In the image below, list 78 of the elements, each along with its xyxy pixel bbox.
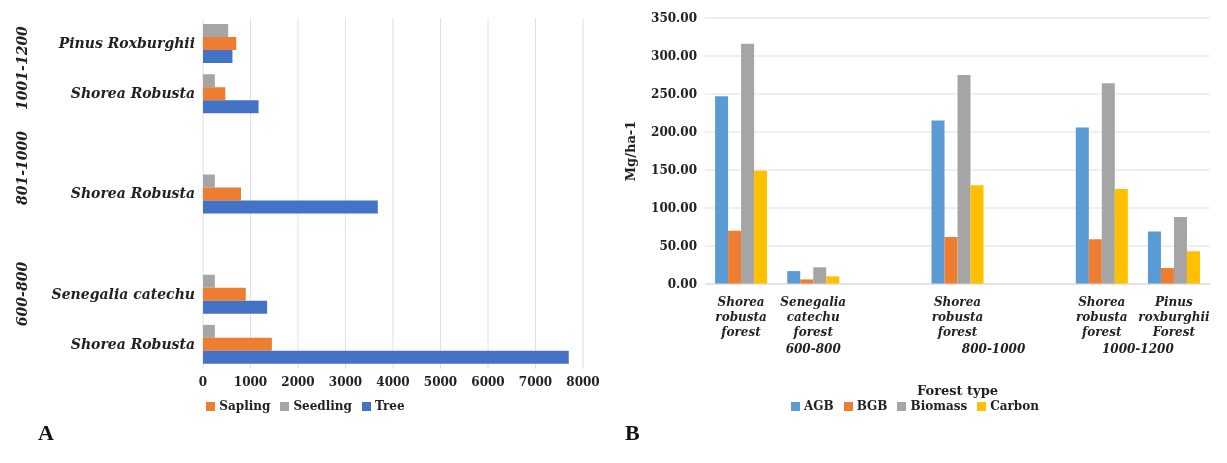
x-tick-label: 5000	[423, 374, 458, 389]
bar	[203, 200, 378, 214]
x-tick-label: Shorea robusta forest	[1076, 295, 1128, 339]
bar	[957, 75, 971, 284]
x-tick-label: 2000	[281, 374, 315, 389]
legend-label: Sapling	[219, 399, 271, 413]
bar	[970, 185, 984, 284]
x-tick-label: 0	[198, 374, 208, 389]
bar	[203, 300, 268, 314]
bar	[203, 337, 272, 351]
bar	[203, 37, 237, 51]
text: B	[625, 420, 640, 446]
bar	[826, 276, 840, 284]
text: 801-1000	[14, 131, 30, 206]
x-tick-label: Senegalia catechu forest	[780, 295, 847, 339]
y-tick-label: Shorea Robusta	[70, 185, 195, 202]
bar	[203, 174, 215, 188]
bar	[203, 287, 246, 301]
y-tick-label: Senegalia catechu	[51, 285, 195, 302]
bar	[203, 100, 259, 114]
legend-label: Biomass	[910, 399, 968, 413]
legend-label: Tree	[374, 399, 405, 413]
y-axis-title: Mg/ha-1	[622, 120, 638, 182]
bar	[1160, 268, 1174, 284]
x-tick-label: 1000	[233, 374, 268, 389]
y-tick-label: 150.00	[651, 163, 697, 178]
bar	[203, 187, 241, 201]
y-tick-label: 350.00	[651, 11, 697, 26]
text: 1000-1200	[1101, 342, 1174, 356]
bar	[203, 50, 233, 64]
y-tick-label: 50.00	[659, 239, 697, 254]
text: A	[38, 420, 54, 446]
x-tick-label: 4000	[376, 374, 410, 389]
text: 600-800	[14, 261, 30, 326]
y-tick-label: 300.00	[651, 49, 697, 64]
text: 1001-1200	[14, 26, 30, 111]
y-tick-label: 100.00	[651, 201, 697, 216]
legend-label: Carbon	[990, 399, 1039, 413]
bar	[1088, 239, 1102, 284]
y-tick-label: 250.00	[651, 87, 697, 102]
y-tick-label: 0.00	[667, 277, 697, 292]
text: 800-1000	[961, 342, 1026, 356]
bar	[931, 120, 945, 284]
bar	[944, 236, 958, 284]
x-tick-label: 3000	[328, 374, 363, 389]
bar	[787, 271, 801, 284]
legend-label: AGB	[804, 399, 834, 413]
y-tick-label: Shorea Robusta	[70, 85, 195, 102]
y-tick-label: Pinus Roxburghii	[57, 35, 195, 52]
x-tick-label: 7000	[518, 374, 553, 389]
bar	[715, 96, 729, 284]
bar	[203, 274, 215, 288]
bar	[203, 87, 226, 101]
legend-label: BGB	[856, 399, 888, 413]
bar	[203, 24, 229, 38]
bar	[1075, 127, 1089, 284]
x-axis-title: Forest type	[916, 383, 999, 398]
bar	[203, 350, 569, 364]
bar	[1114, 189, 1128, 284]
y-tick-label: Shorea Robusta	[70, 335, 195, 352]
x-tick-label: Shorea robusta forest	[931, 295, 984, 339]
bar	[1101, 83, 1115, 284]
bar	[754, 170, 768, 284]
text: 600-800	[785, 342, 841, 356]
bar	[1147, 231, 1161, 284]
bar	[1186, 251, 1200, 284]
x-tick-label: 6000	[471, 374, 505, 389]
bar	[728, 230, 742, 284]
bar	[203, 324, 215, 338]
bar	[741, 43, 755, 284]
x-tick-label: Pinus roxburghii Forest	[1138, 295, 1210, 339]
bar	[813, 267, 827, 284]
bar	[203, 74, 215, 88]
x-tick-label: 8000	[566, 374, 600, 389]
bar	[1173, 217, 1187, 284]
legend-label: Seedling	[293, 399, 352, 413]
x-tick-label: Shorea robusta forest	[715, 295, 767, 339]
y-tick-label: 200.00	[651, 125, 697, 140]
